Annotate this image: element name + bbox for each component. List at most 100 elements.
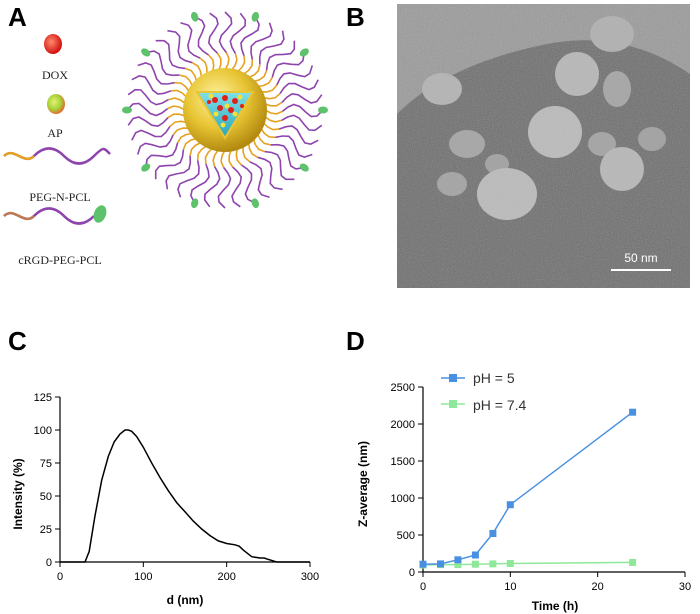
y-tick-label: 75 [40,458,52,470]
crgd-ligand [141,48,151,57]
dox-icon [44,34,62,54]
pcl-chain [212,149,220,167]
peg-chain [231,166,243,208]
peg-chain [126,102,169,117]
pcl-chain [179,74,194,87]
pcl-chain [174,81,191,93]
peg-chain [275,135,313,158]
y-axis-label: Intensity (%) [11,458,25,529]
y-tick-label: 1500 [391,456,415,468]
peg-chain [131,75,172,95]
peg-chain [276,65,314,86]
intensity-curve [60,429,310,563]
legend-label-peg-n-pcl: PEG-N-PCL [29,190,91,204]
pcl-chain [182,137,197,150]
pcl-chain [169,120,188,128]
pcl-chain [256,133,271,146]
z-average-chart: 0 10 20 30 0 500 1000 1500 2000 2500 pH = 5 pH = … [356,370,691,613]
y-tick-label: 0 [46,557,52,569]
pcl-chain [185,67,198,82]
pcl-chain [247,142,259,158]
data-point [437,560,444,568]
data-point [506,560,514,567]
pcl-chain [204,147,214,165]
y-tick-label: 2500 [391,382,415,394]
panel-label-a: A [8,2,27,32]
pcl-chain [248,64,261,79]
peg-chain [154,149,185,180]
pcl-chain [262,121,280,131]
panel-label-d: D [346,326,365,356]
x-tick-label: 300 [301,571,319,583]
pcl-chain [191,62,203,78]
y-tick-label: 50 [40,491,52,503]
pcl-chain [235,147,243,166]
x-tick-label: 10 [504,581,516,593]
peg-chain [258,30,285,65]
data-point [629,408,637,416]
tem-image: 50 nm [397,4,690,288]
peg-chain [249,161,270,199]
ap-icon [47,94,65,114]
crgd-ligand [191,198,199,209]
peg-chain [180,21,201,59]
pcl-chain [199,57,208,75]
peg-chain [207,12,219,54]
pcl-chain [242,145,251,163]
pcl-chain [172,127,190,136]
y-tick-label: 2000 [391,419,415,431]
legend-label-dox: DOX [42,68,68,82]
pcl-chain [253,70,268,83]
pcl-chain [167,105,186,111]
y-tick-label: 100 [34,425,52,437]
pcl-chain [216,52,222,71]
schematic-legend-graphics [3,34,111,225]
series-line [422,411,634,565]
crgd-ligand [141,163,151,172]
pcl-chain [252,138,265,153]
peg-chain [137,62,175,85]
size-distribution-chart: 0 100 200 300 0 25 50 75 100 125 d (nm) Intensity… [11,392,319,607]
peg-chain [190,163,210,204]
data-point [506,501,514,509]
legend-label-ap: AP [47,126,63,140]
pcl-chain [170,89,188,99]
x-tick-label: 0 [420,581,426,593]
peg-chain [155,39,186,70]
pcl-chain [264,109,283,115]
pcl-chain [236,55,246,73]
pcl-chain [167,113,186,119]
y-tick-label: 1000 [391,493,415,505]
peg-chain [250,22,273,60]
peg-chain [203,166,221,208]
y-tick-label: 125 [34,392,52,404]
crgd-ligand [191,11,199,22]
data-point [454,556,462,564]
crgd-ligand [251,198,259,209]
micelle-diagram [122,11,328,209]
legend-label-crgd-peg-pcl: cRGD-PEG-PCL [18,253,102,267]
legend-ph7-4: pH = 7.4 [473,397,527,413]
pcl-chain [220,149,226,168]
peg-chain [281,114,323,132]
peg-chain [131,125,171,141]
data-point [471,551,479,559]
crgd-ligand [299,163,309,172]
peg-chain [278,125,319,145]
data-point [489,560,497,568]
pcl-chain [260,84,278,93]
peg-chain [240,164,256,204]
x-tick-label: 20 [592,581,604,593]
peg-chain [279,79,319,95]
peg-chain [281,103,324,118]
pcl-chain [264,101,283,107]
peg-chain [165,155,192,190]
y-axis-label: Z-average (nm) [356,441,370,527]
peg-chain [229,12,247,54]
pcl-chain [242,59,254,76]
peg-chain [217,166,232,209]
pcl-chain [189,141,202,156]
peg-chain [218,11,233,54]
data-point [629,558,637,566]
pcl-chain [224,52,230,71]
